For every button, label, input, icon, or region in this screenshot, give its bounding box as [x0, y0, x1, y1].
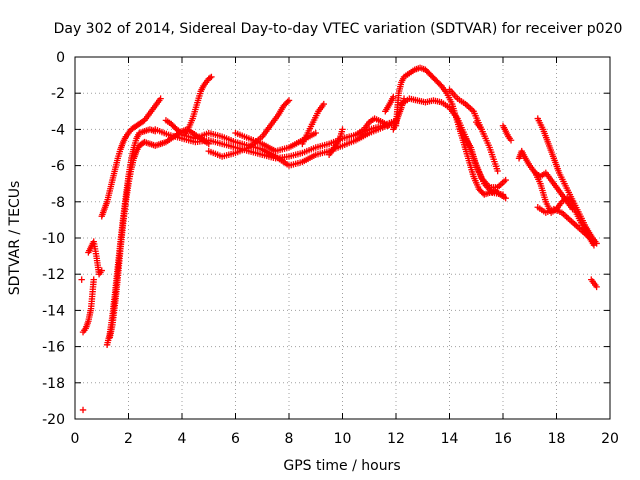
data-point [78, 276, 85, 283]
data-point [502, 194, 509, 202]
x-tick-label: 14 [441, 431, 459, 447]
data-point [590, 238, 598, 245]
x-tick-label: 6 [231, 431, 240, 447]
data-point [79, 406, 87, 414]
y-tick-label: 0 [56, 50, 65, 66]
y-tick-label: -14 [42, 303, 65, 319]
x-tick-label: 10 [334, 431, 352, 447]
data-point [593, 283, 600, 291]
x-tick-label: 0 [71, 431, 80, 447]
y-tick-label: -18 [42, 376, 65, 392]
data-point [502, 176, 509, 184]
data-point [384, 122, 392, 129]
data-point [285, 97, 293, 104]
data-point [478, 126, 485, 133]
axis-ticks: 0 2 4 6 8 10 12 14 16 18 20 0 -2 -4 -6 -8 -10 -12 -14 -16 -1… [42, 50, 619, 447]
grid-lines [75, 57, 610, 419]
x-tick-label: 12 [387, 431, 405, 447]
y-tick-label: -2 [51, 86, 65, 102]
data-point [499, 191, 507, 198]
y-tick-label: -20 [42, 412, 65, 428]
data-point [206, 74, 214, 82]
y-tick-label: -4 [51, 122, 65, 138]
chart-title: Day 302 of 2014, Sidereal Day-to-day VTE… [54, 21, 623, 37]
y-tick-label: -12 [42, 267, 65, 283]
y-axis-label: SDTVAR / TECUs [7, 181, 23, 296]
x-axis-label: GPS time / hours [283, 458, 400, 474]
data-point [284, 98, 291, 105]
data-points [78, 64, 600, 414]
y-tick-label: -10 [42, 231, 65, 247]
x-tick-label: 2 [124, 431, 133, 447]
x-tick-label: 18 [548, 431, 566, 447]
y-tick-label: -6 [51, 159, 65, 175]
data-point [507, 137, 515, 144]
x-tick-label: 4 [178, 431, 187, 447]
data-point [312, 129, 319, 137]
x-tick-label: 16 [494, 431, 512, 447]
data-point [390, 93, 397, 101]
y-tick-label: -16 [42, 340, 65, 356]
data-point [494, 167, 501, 175]
data-point [157, 95, 164, 102]
x-tick-label: 8 [285, 431, 294, 447]
y-tick-label: -8 [51, 195, 65, 211]
data-point [320, 100, 327, 108]
data-point [208, 73, 215, 81]
x-tick-label: 20 [601, 431, 619, 447]
data-point [98, 267, 105, 274]
data-point [339, 126, 346, 133]
data-point [90, 276, 97, 283]
